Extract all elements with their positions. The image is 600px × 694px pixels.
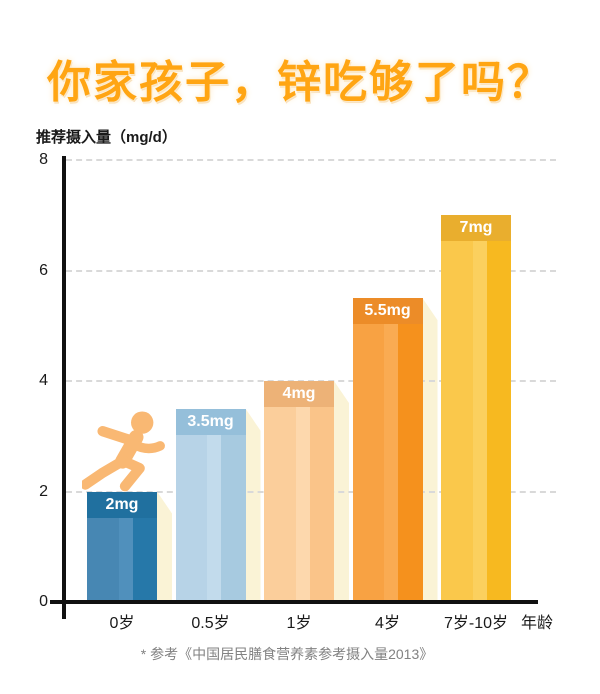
bar-top-band [441,215,511,242]
x-tick-1岁: 1岁 [286,615,312,632]
bar-value-label: 4mg [282,385,316,402]
runner-leg-front [117,455,145,492]
page-title: 你家孩子，锌吃够了吗？ [47,57,553,108]
bar-stripe [486,241,511,602]
x-axis-label: 年龄 [521,615,554,632]
bar-4岁: 5.5mg [352,298,423,602]
y-tick-0: 0 [39,593,48,610]
bar-stripe [472,241,487,602]
bar-top-band [175,408,246,435]
y-tick-4: 4 [39,372,48,389]
bar-0.5岁: 3.5mg [175,408,246,602]
bar-stripe [309,407,334,602]
gridline-6 [66,269,556,272]
y-tick-6: 6 [39,261,48,279]
bar-stripe [221,434,246,602]
bar-top-band [352,298,423,325]
runner-leg-back [82,457,126,490]
y-tick-8: 8 [39,151,48,168]
bar-stripe [264,407,296,602]
x-axis-line [50,600,538,604]
bar-value-label: 7mg [459,219,493,237]
x-tick-4岁: 4岁 [375,615,400,632]
bar-stripe [352,324,384,602]
bar-shadow [157,491,172,600]
bar-stripe [398,324,423,602]
y-axis-label: 推荐摄入量（mg/d） [36,129,177,146]
bar-top-band [264,381,334,407]
bar-stripe [384,324,398,602]
bar-stripe [207,434,221,602]
y-tick-2: 2 [39,482,48,500]
runner-arm-back [97,426,138,446]
runner-head [131,411,154,434]
bar-value-label: 5.5mg [364,302,411,320]
runner-arm-front [128,439,165,454]
bar-stripe [118,517,133,602]
bar-value-label: 3.5mg [187,412,234,430]
bar-1岁: 4mg [264,381,334,602]
gridline-8 [66,159,556,161]
y-axis-line [62,156,66,619]
bar-stripe [132,517,157,602]
footnote: * 参考《中国居民膳食营养素参考摄入量2013》 [140,646,434,662]
bar-stripe [175,434,207,602]
x-tick-7岁-10岁: 7岁-10岁 [443,615,509,632]
bar-value-label: 2mg [105,495,139,513]
bar-stripe [87,517,119,602]
bar-shadow [422,298,438,600]
bar-stripe [295,407,310,602]
bar-0岁: 2mg [87,491,157,602]
runner-icon [82,411,165,492]
bar-shadow [245,408,261,600]
bar-stripe [441,241,473,602]
bar-7岁-10岁: 7mg [441,215,511,602]
x-tick-0.5岁: 0.5岁 [191,615,230,632]
x-tick-0岁: 0岁 [109,615,135,632]
bar-top-band [87,491,157,518]
